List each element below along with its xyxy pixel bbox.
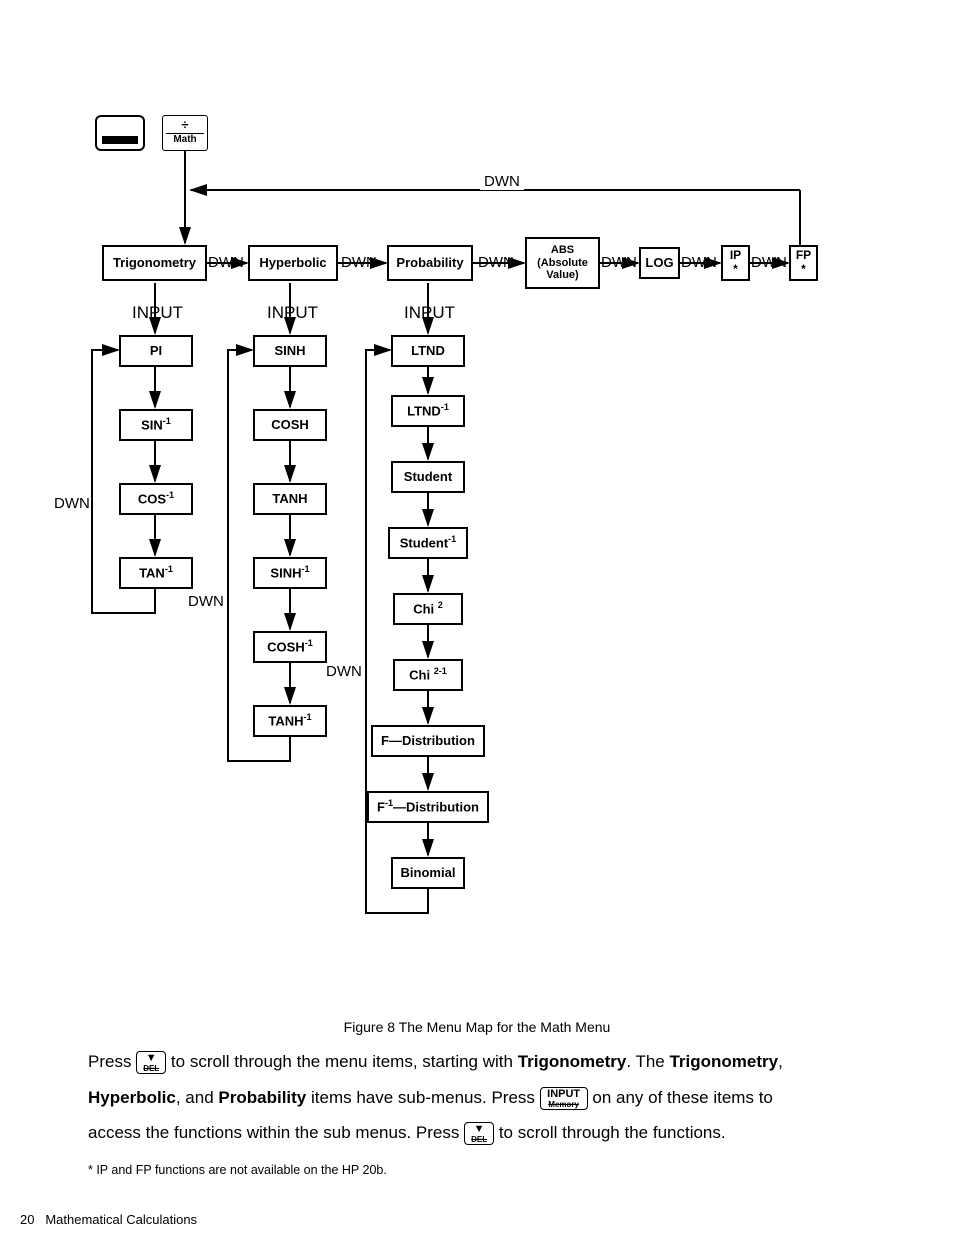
edge-dwn: DWN	[681, 254, 717, 271]
edge-dwn: DWN	[751, 254, 787, 271]
menu-hyperbolic: Hyperbolic	[248, 245, 338, 281]
figure-caption: Figure 8 The Menu Map for the Math Menu	[0, 1019, 954, 1035]
edge-dwn-trig: DWN	[54, 495, 90, 512]
down-key-icon: ▼DEL	[464, 1122, 494, 1145]
hyp-sinh: SINH	[253, 335, 327, 367]
hyp-tanh-1: TANH-1	[253, 705, 327, 737]
menu-fp: FP*	[789, 245, 818, 281]
prob-ltnd-1: LTND-1	[391, 395, 465, 427]
prob-ltnd: LTND	[391, 335, 465, 367]
prob-fdist-1: F-1—Distribution	[367, 791, 489, 823]
hyp-sinh-1: SINH-1	[253, 557, 327, 589]
menu-probability: Probability	[387, 245, 473, 281]
trig-pi: PI	[119, 335, 193, 367]
edge-input: INPUT	[404, 303, 455, 323]
prob-student-1: Student-1	[388, 527, 468, 559]
edge-input: INPUT	[132, 303, 183, 323]
hyp-cosh: COSH	[253, 409, 327, 441]
edge-dwn-prob: DWN	[326, 663, 362, 680]
edge-dwn: DWN	[208, 254, 244, 271]
menu-trigonometry: Trigonometry	[102, 245, 207, 281]
menu-map-diagram: ÷ Math	[90, 115, 865, 1005]
trig-tan-1: TAN-1	[119, 557, 193, 589]
input-key-icon: INPUTMemory	[540, 1087, 588, 1110]
footnote: * IP and FP functions are not available …	[88, 1163, 387, 1177]
trig-cos-1: COS-1	[119, 483, 193, 515]
menu-ip: IP*	[721, 245, 750, 281]
instruction-text: Press ▼DEL to scroll through the menu it…	[88, 1044, 878, 1151]
edge-dwn-top: DWN	[480, 173, 524, 190]
page-footer: 20 Mathematical Calculations	[20, 1212, 197, 1227]
down-key-icon: ▼DEL	[136, 1051, 166, 1074]
prob-binomial: Binomial	[391, 857, 465, 889]
hyp-cosh-1: COSH-1	[253, 631, 327, 663]
edge-dwn: DWN	[341, 254, 377, 271]
prob-chi2: Chi 2	[393, 593, 463, 625]
prob-chi2-1: Chi 2-1	[393, 659, 463, 691]
trig-sin-1: SIN-1	[119, 409, 193, 441]
edge-dwn: DWN	[478, 254, 514, 271]
menu-abs: ABS(Absolute Value)	[525, 237, 600, 289]
prob-fdist: F—Distribution	[371, 725, 485, 757]
menu-log: LOG	[639, 247, 680, 279]
edge-dwn-hyp: DWN	[188, 593, 224, 610]
prob-student: Student	[391, 461, 465, 493]
edge-input: INPUT	[267, 303, 318, 323]
hyp-tanh: TANH	[253, 483, 327, 515]
edge-dwn: DWN	[601, 254, 637, 271]
